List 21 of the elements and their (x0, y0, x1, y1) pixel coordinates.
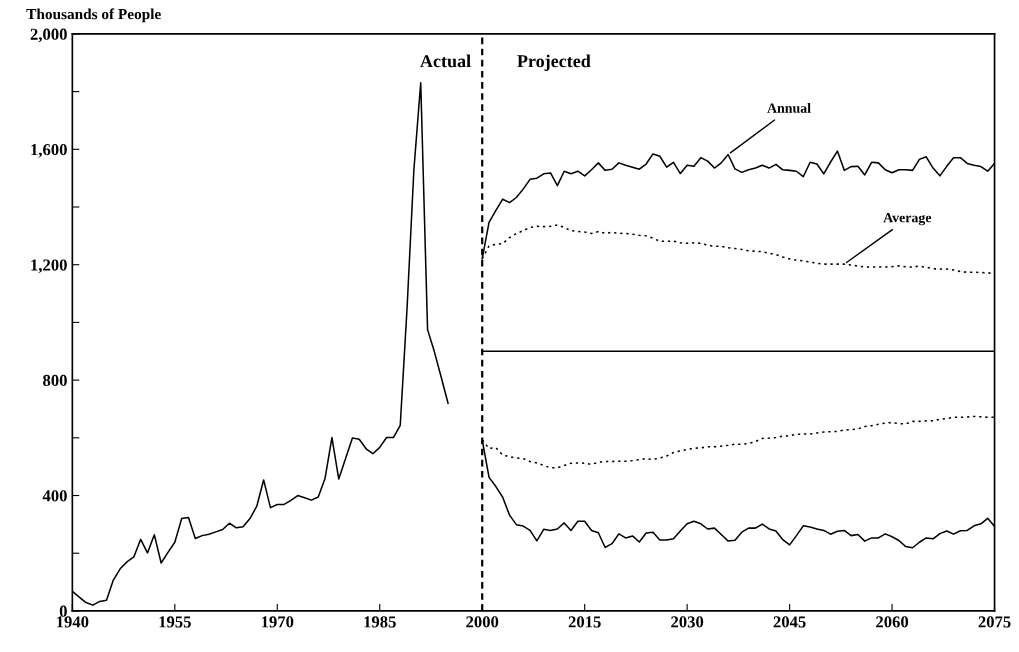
x-tick-label: 2045 (773, 616, 806, 628)
x-tick-label: 2000 (466, 616, 499, 628)
y-tick-label: 0 (59, 605, 67, 617)
x-tick-label: 1985 (364, 616, 396, 628)
x-tick-label: 2015 (568, 616, 601, 628)
y-axis-title: Thousands of People (26, 8, 161, 23)
y-tick-label: 400 (42, 490, 67, 502)
x-tick-label: 2075 (978, 616, 1011, 628)
annotation: Projected (517, 54, 591, 71)
y-tick-label: 2,000 (30, 28, 67, 43)
x-tick-label: 2030 (671, 616, 704, 628)
annotation: Annual (767, 103, 811, 113)
annotation: Actual (420, 54, 471, 68)
x-tick-label: 1940 (57, 616, 89, 628)
x-tick-label: 2060 (876, 616, 909, 628)
x-tick-label: 1970 (261, 616, 294, 628)
y-tick-label: 800 (43, 374, 67, 387)
x-tick-label: 1955 (159, 616, 191, 628)
y-tick-label: 1,600 (31, 144, 67, 158)
annotation: Average (883, 213, 932, 226)
y-tick-label: 1,200 (31, 259, 67, 274)
